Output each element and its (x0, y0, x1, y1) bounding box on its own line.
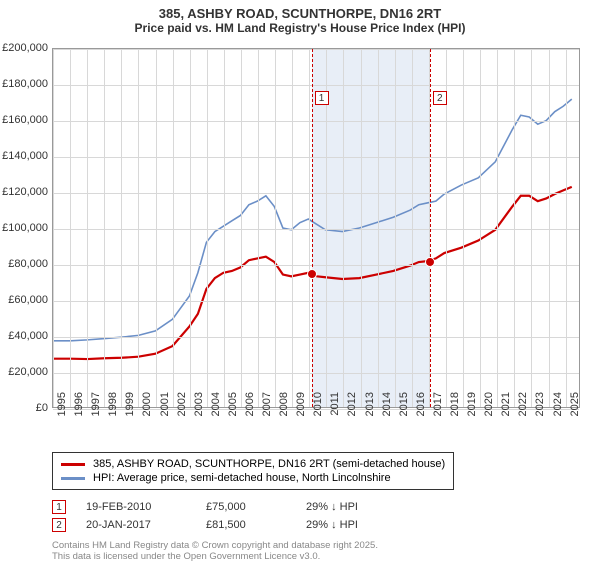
sale-date-1: 19-FEB-2010 (86, 501, 186, 513)
legend-swatch-hpi (61, 477, 85, 480)
title-block: 385, ASHBY ROAD, SCUNTHORPE, DN16 2RT Pr… (0, 0, 600, 37)
sale-change-1: 29% ↓ HPI (306, 501, 406, 513)
chart-subtitle: Price paid vs. HM Land Registry's House … (0, 21, 600, 35)
chart-title: 385, ASHBY ROAD, SCUNTHORPE, DN16 2RT (0, 6, 600, 21)
legend-swatch-price-paid (61, 463, 85, 466)
sale-row-1: 1 19-FEB-2010 £75,000 29% ↓ HPI (52, 498, 406, 516)
sale-date-2: 20-JAN-2017 (86, 519, 186, 531)
sale-change-2: 29% ↓ HPI (306, 519, 406, 531)
sale-row-2: 2 20-JAN-2017 £81,500 29% ↓ HPI (52, 516, 406, 534)
sale-events: 1 19-FEB-2010 £75,000 29% ↓ HPI 2 20-JAN… (52, 498, 406, 534)
sale-marker-2: 2 (52, 518, 66, 532)
legend-item-price-paid: 385, ASHBY ROAD, SCUNTHORPE, DN16 2RT (s… (61, 457, 445, 471)
legend-item-hpi: HPI: Average price, semi-detached house,… (61, 471, 445, 485)
legend-label-hpi: HPI: Average price, semi-detached house,… (93, 472, 391, 484)
footer-line-2: This data is licensed under the Open Gov… (52, 551, 378, 562)
footer-line-1: Contains HM Land Registry data © Crown c… (52, 540, 378, 551)
chart-container: 385, ASHBY ROAD, SCUNTHORPE, DN16 2RT Pr… (0, 0, 600, 560)
sale-marker-1: 1 (52, 500, 66, 514)
chart-plot-area: 12 (52, 48, 580, 408)
sale-price-2: £81,500 (206, 519, 286, 531)
legend-label-price-paid: 385, ASHBY ROAD, SCUNTHORPE, DN16 2RT (s… (93, 458, 445, 470)
footer-attribution: Contains HM Land Registry data © Crown c… (52, 540, 378, 563)
sale-price-1: £75,000 (206, 501, 286, 513)
legend-box: 385, ASHBY ROAD, SCUNTHORPE, DN16 2RT (s… (52, 452, 454, 490)
